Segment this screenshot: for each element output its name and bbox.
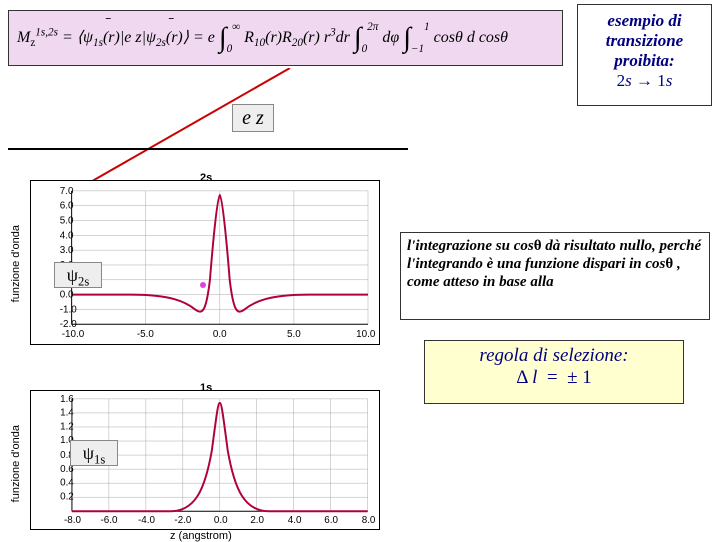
rule-line2: Δ l = ± 1 bbox=[431, 367, 677, 389]
formula: Mz1s,2s = ⟨ψ1s(r̄)|e z|ψ2s(r̄)⟩ = e ∫0∞ … bbox=[17, 21, 508, 55]
explanation-box: l'integrazione su cosθ dà risultato null… bbox=[400, 232, 710, 320]
psi-2s-label: ψ2s bbox=[54, 262, 102, 288]
xlabel-1s: z (angstrom) bbox=[170, 530, 232, 542]
svg-text:2.0: 2.0 bbox=[250, 515, 264, 526]
svg-text:10.0: 10.0 bbox=[356, 329, 376, 340]
svg-text:-4.0: -4.0 bbox=[138, 515, 155, 526]
svg-text:4.0: 4.0 bbox=[288, 515, 302, 526]
svg-text:8.0: 8.0 bbox=[362, 515, 376, 526]
note-line1: esempio di bbox=[582, 11, 707, 31]
svg-text:6.0: 6.0 bbox=[324, 515, 338, 526]
svg-text:1.4: 1.4 bbox=[60, 408, 74, 419]
note-line4: 2s → 1s bbox=[582, 71, 707, 91]
svg-text:3.0: 3.0 bbox=[60, 245, 74, 256]
selection-rule-box: regola di selezione: Δ l = ± 1 bbox=[424, 340, 684, 404]
svg-text:-5.0: -5.0 bbox=[137, 329, 155, 340]
pink-marker-icon bbox=[200, 282, 206, 288]
svg-text:5.0: 5.0 bbox=[60, 215, 74, 226]
formula-box: Mz1s,2s = ⟨ψ1s(r̄)|e z|ψ2s(r̄)⟩ = e ∫0∞ … bbox=[8, 10, 563, 66]
svg-text:-2.0: -2.0 bbox=[174, 515, 191, 526]
ez-label: e z bbox=[232, 104, 274, 132]
divider-line bbox=[8, 148, 408, 150]
svg-text:7.0: 7.0 bbox=[60, 186, 74, 197]
svg-text:0.0: 0.0 bbox=[60, 290, 74, 301]
svg-text:-1.0: -1.0 bbox=[60, 304, 78, 315]
svg-text:4.0: 4.0 bbox=[60, 230, 74, 241]
svg-text:1.6: 1.6 bbox=[60, 394, 74, 405]
chart-2s-grid bbox=[72, 191, 368, 324]
svg-text:-10.0: -10.0 bbox=[62, 329, 85, 340]
svg-text:6.0: 6.0 bbox=[60, 201, 74, 212]
svg-text:5.0: 5.0 bbox=[287, 329, 301, 340]
svg-text:0.0: 0.0 bbox=[214, 515, 228, 526]
note-box: esempio di transizione proibita: 2s → 1s bbox=[577, 4, 712, 106]
explanation-text: l'integrazione su cosθ dà risultato null… bbox=[407, 238, 701, 290]
psi-1s-label: ψ1s bbox=[70, 440, 118, 466]
svg-text:0.0: 0.0 bbox=[213, 329, 227, 340]
note-line3: proibita: bbox=[582, 51, 707, 71]
svg-text:0.2: 0.2 bbox=[60, 491, 74, 502]
svg-text:-6.0: -6.0 bbox=[101, 515, 118, 526]
ylabel-1s: funzione d'onda bbox=[10, 425, 22, 502]
rule-line1: regola di selezione: bbox=[431, 345, 677, 367]
svg-text:0.4: 0.4 bbox=[60, 478, 74, 489]
ylabel-2s: funzione d'onda bbox=[10, 225, 22, 302]
strike-line-icon bbox=[80, 68, 320, 188]
svg-text:-8.0: -8.0 bbox=[64, 515, 81, 526]
note-line2: transizione bbox=[582, 31, 707, 51]
svg-text:1.2: 1.2 bbox=[60, 421, 74, 432]
